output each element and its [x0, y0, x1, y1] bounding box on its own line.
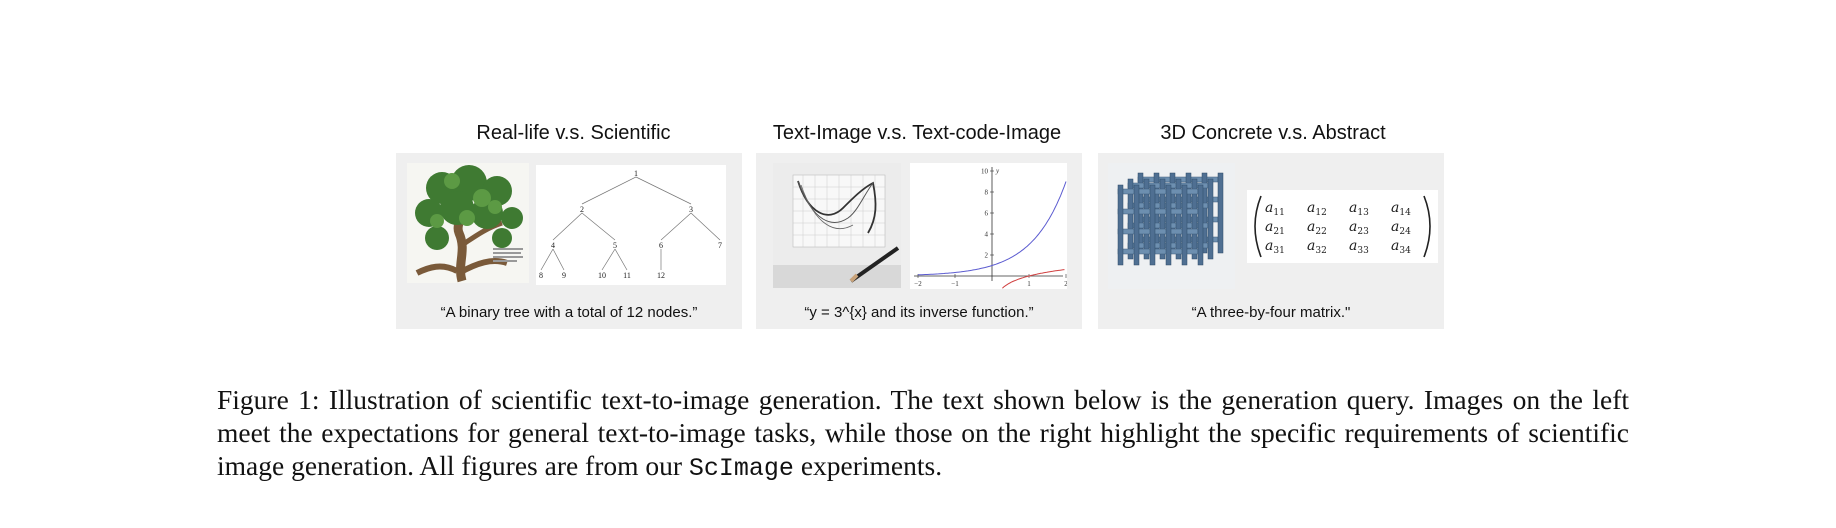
tree-node: 9	[562, 271, 566, 280]
lattice-post	[1181, 184, 1188, 266]
matrix-entry: a34	[1391, 238, 1411, 256]
matrix-entry: a11	[1265, 200, 1285, 218]
tree-node: 2	[580, 205, 584, 214]
lattice-post	[1143, 178, 1150, 260]
tree-edge	[690, 212, 721, 241]
sketch-graph-icon	[773, 163, 901, 288]
right-paren	[1423, 195, 1431, 258]
lattice-post	[1159, 178, 1166, 260]
tree-node: 4	[551, 241, 555, 250]
tree-node: 3	[689, 205, 693, 214]
tree-edge	[601, 248, 616, 271]
tree-edge	[635, 176, 692, 205]
x-tick-label: −2	[914, 280, 922, 288]
3d-lattice-illustration	[1108, 163, 1235, 289]
matrix-render: a11 a12 a13 a14 a21 a22 a23 a24 a31 a32 a33 a34	[1247, 190, 1438, 263]
tree-illustration	[407, 163, 529, 283]
exp-log-plot: −2 −1 1 2 10 8 6 4 2 y	[910, 163, 1067, 289]
lattice-post	[1165, 184, 1172, 266]
x-tick-label: −1	[951, 280, 959, 288]
caption-text: Figure 1: Illustration of scientific tex…	[217, 384, 1629, 481]
binary-tree-svg: 12 34 5 6 78 9 10 11 12	[539, 169, 722, 280]
matrix-entry: a23	[1349, 219, 1369, 237]
lattice-post	[1133, 184, 1140, 266]
hand-drawn-plot-illustration	[773, 163, 901, 288]
matrix-entry: a22	[1307, 219, 1327, 237]
left-paren	[1254, 195, 1262, 258]
tree-node: 8	[539, 271, 543, 280]
y-axis-label: y	[995, 167, 1000, 175]
matrix-entry: a21	[1265, 219, 1285, 237]
matrix-entry: a33	[1349, 238, 1369, 256]
query-text-3: “A three-by-four matrix."	[1191, 304, 1351, 321]
y-tick-label: 6	[985, 210, 989, 218]
lattice-post	[1207, 178, 1214, 260]
caption-end: experiments.	[793, 450, 943, 481]
tree-node: 12	[657, 271, 665, 280]
binary-tree-diagram: 1 2 3 4 5 6 7 8 9 10 11 12	[536, 165, 726, 285]
matrix-entry: a14	[1391, 200, 1411, 218]
query-text-2: “y = 3^{x} and its inverse function.”	[804, 304, 1034, 321]
y-tick-label: 10	[981, 168, 989, 176]
3d-grid-icon	[1117, 172, 1224, 266]
caption-scimage: ScImage	[688, 454, 794, 483]
matrix-entry: a24	[1391, 219, 1411, 237]
tree-node: 7	[718, 241, 722, 250]
query-text-1: “A binary tree with a total of 12 nodes.…	[440, 304, 698, 321]
matrix-entry: a13	[1349, 200, 1369, 218]
exp-curve	[918, 181, 1067, 276]
tree-edge	[581, 176, 637, 205]
x-tick-label: 1	[1027, 280, 1031, 288]
tree-edge	[581, 212, 616, 241]
y-tick-label: 2	[985, 252, 989, 260]
x-tick-label: 2	[1064, 280, 1067, 288]
tree-node: 5	[613, 241, 617, 250]
lattice-post	[1217, 172, 1224, 254]
lattice-post	[1127, 178, 1134, 260]
y-tick-label: 8	[985, 189, 989, 197]
panel-title-2: Text-Image v.s. Text-code-Image	[772, 122, 1062, 144]
tree-edge	[540, 248, 554, 271]
tree-edge	[660, 212, 692, 241]
y-tick-label: 4	[985, 231, 989, 239]
matrix-svg: a11 a12 a13 a14 a21 a22 a23 a24 a31 a32 a33 a34	[1254, 195, 1431, 258]
lattice-post	[1197, 184, 1204, 266]
matrix-entry: a32	[1307, 238, 1327, 256]
lattice-post	[1175, 178, 1182, 260]
lattice-post	[1191, 178, 1198, 260]
tree-node: 10	[598, 271, 606, 280]
panel-title-3: 3D Concrete v.s. Abstract	[1160, 122, 1386, 144]
tree-node: 1	[634, 169, 638, 178]
tree-edge	[552, 212, 583, 241]
matrix-entry: a12	[1307, 200, 1327, 218]
tree-node: 6	[659, 241, 663, 250]
tree-photo-icon	[407, 163, 529, 283]
panel-title-1: Real-life v.s. Scientific	[476, 122, 671, 144]
figure-caption: Figure 1: Illustration of scientific tex…	[217, 383, 1629, 485]
tree-node: 11	[623, 271, 631, 280]
tree-edge	[552, 248, 565, 271]
lattice-post	[1149, 184, 1156, 266]
matrix-entry: a31	[1265, 238, 1285, 256]
log-curve	[1002, 269, 1065, 289]
tree-edge	[614, 248, 628, 271]
lattice-post	[1117, 184, 1124, 266]
